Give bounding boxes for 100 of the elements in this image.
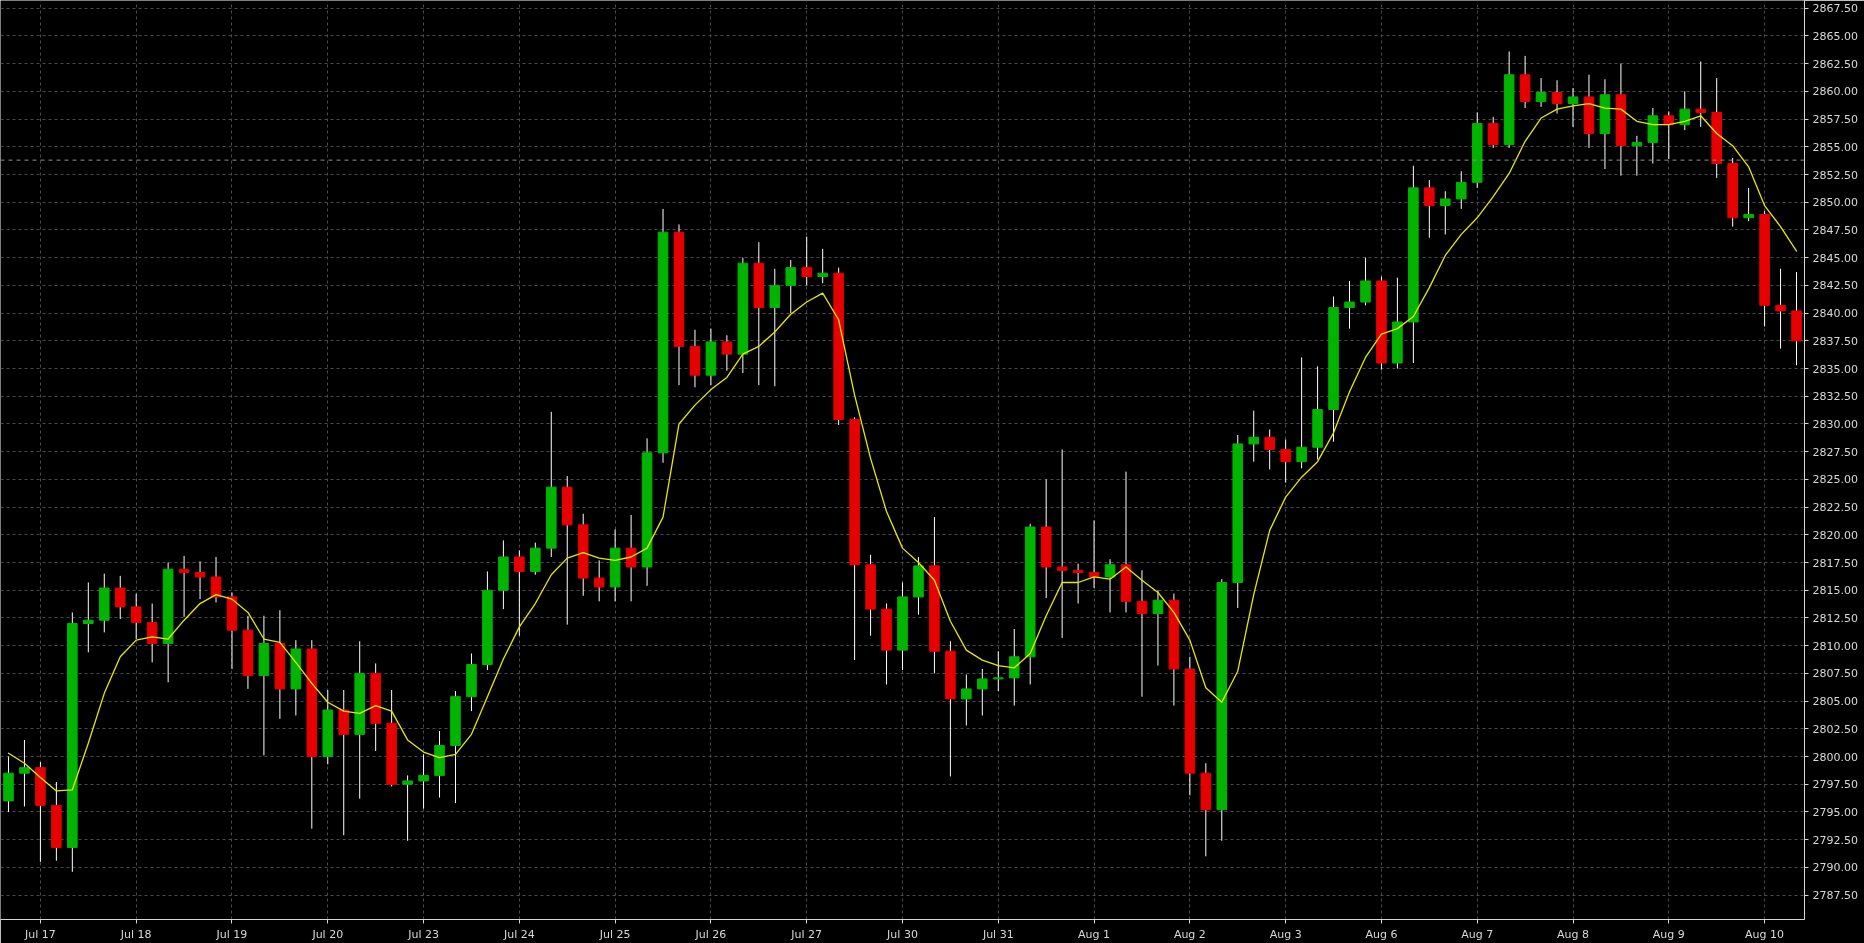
x-tick-label: Jul 31 [981,927,1014,941]
x-tick-label: Aug 3 [1269,927,1302,941]
candlestick [514,549,525,637]
candlestick [1455,170,1467,210]
y-tick-label: 2787.50 [1812,889,1858,903]
candlestick [1360,257,1371,306]
x-tick-label: Jul 26 [694,927,727,941]
candlestick [1344,280,1355,330]
candlestick [1136,569,1148,698]
x-tick-label: Aug 9 [1652,927,1685,941]
candlestick [1487,116,1499,149]
x-tick-label: Jul 24 [502,927,535,941]
candlestick [194,560,206,600]
y-tick-label: 2852.50 [1812,168,1858,182]
candlestick [1775,268,1786,350]
candlestick [83,582,94,653]
x-tick-label: Jul 27 [790,927,823,941]
candlestick [1280,438,1291,484]
candlestick [977,668,988,717]
y-tick-label: 2822.50 [1812,501,1858,515]
y-tick-label: 2832.50 [1812,390,1858,404]
candlestick [530,542,541,576]
y-tick-label: 2850.00 [1812,196,1858,210]
x-tick-label: Jul 30 [886,927,918,941]
candlestick [1631,135,1643,177]
candlestick [1072,563,1084,605]
y-tick-label: 2840.00 [1812,307,1858,321]
y-tick-label: 2835.00 [1812,362,1858,376]
candlestick [593,559,605,602]
y-tick-label: 2815.00 [1812,584,1858,598]
candlestick [1695,60,1707,128]
candlestick [625,514,637,602]
x-tick-label: Jul 23 [407,927,439,941]
candlestick [721,334,733,372]
y-tick-label: 2820.00 [1812,528,1858,542]
candlestick [130,593,142,640]
x-tick-label: Jul 18 [119,927,152,941]
candlestick [1248,410,1260,463]
y-tick-label: 2790.00 [1812,861,1858,875]
y-tick-label: 2855.00 [1812,140,1858,154]
candlestick [402,774,413,842]
y-tick-label: 2797.50 [1812,778,1858,792]
y-tick-label: 2810.00 [1812,639,1858,653]
candlestick [146,603,158,663]
candlestick [1056,448,1068,639]
candlestick [961,674,972,726]
x-tick-label: Jul 19 [215,927,248,941]
candlestick [1296,356,1307,469]
candlestick [418,753,429,810]
y-tick-label: 2862.50 [1812,57,1858,71]
y-tick-label: 2865.00 [1812,29,1858,43]
x-tick-label: Jul 17 [24,927,56,941]
candlestick [1008,628,1020,707]
y-tick-label: 2802.50 [1812,722,1858,736]
candlestick [1104,558,1116,613]
candlestick [1152,589,1164,667]
y-tick-label: 2837.50 [1812,334,1858,348]
x-tick-label: Jul 20 [311,927,344,941]
y-tick-label: 2847.50 [1812,223,1858,237]
x-tick-label: Jul 25 [598,927,631,941]
y-tick-label: 2842.50 [1812,279,1858,293]
candlestick [1264,429,1275,470]
candlestick [817,248,828,284]
y-tick-label: 2800.00 [1812,750,1858,764]
y-tick-label: 2795.00 [1812,805,1858,819]
y-tick-label: 2845.00 [1812,251,1858,265]
y-tick-label: 2867.50 [1812,2,1858,16]
candlestick [1551,79,1563,115]
y-tick-label: 2857.50 [1812,113,1858,127]
candlestick [801,236,812,286]
candlestick [1535,77,1547,108]
y-tick-label: 2825.00 [1812,473,1858,487]
candlestick [114,575,126,620]
candlestick [1679,90,1691,131]
candlestick [178,555,190,618]
x-tick-label: Aug 8 [1557,927,1590,941]
y-tick-label: 2807.50 [1812,667,1858,681]
candlestick [1743,187,1754,222]
y-tick-label: 2792.50 [1812,833,1858,847]
candlestick [1567,87,1579,128]
candlestick [1088,519,1100,589]
candlestick [769,268,781,387]
x-tick-label: Aug 6 [1365,927,1398,941]
candlestick [210,556,222,603]
candlestick [785,259,797,314]
x-tick-label: Aug 10 [1745,927,1785,941]
x-tick-label: Aug 2 [1173,927,1206,941]
y-tick-label: 2812.50 [1812,611,1858,625]
y-tick-label: 2805.00 [1812,695,1858,709]
y-tick-label: 2827.50 [1812,445,1858,459]
y-tick-label: 2817.50 [1812,556,1858,570]
y-tick-label: 2830.00 [1812,417,1858,431]
candlestick [1440,190,1451,235]
x-tick-label: Aug 1 [1078,927,1111,941]
candlestick [1424,179,1435,239]
candlestick [1663,110,1675,160]
x-tick-label: Aug 7 [1461,927,1494,941]
y-tick-label: 2860.00 [1812,85,1858,99]
candlestick [19,739,30,807]
candlestick [993,650,1004,692]
